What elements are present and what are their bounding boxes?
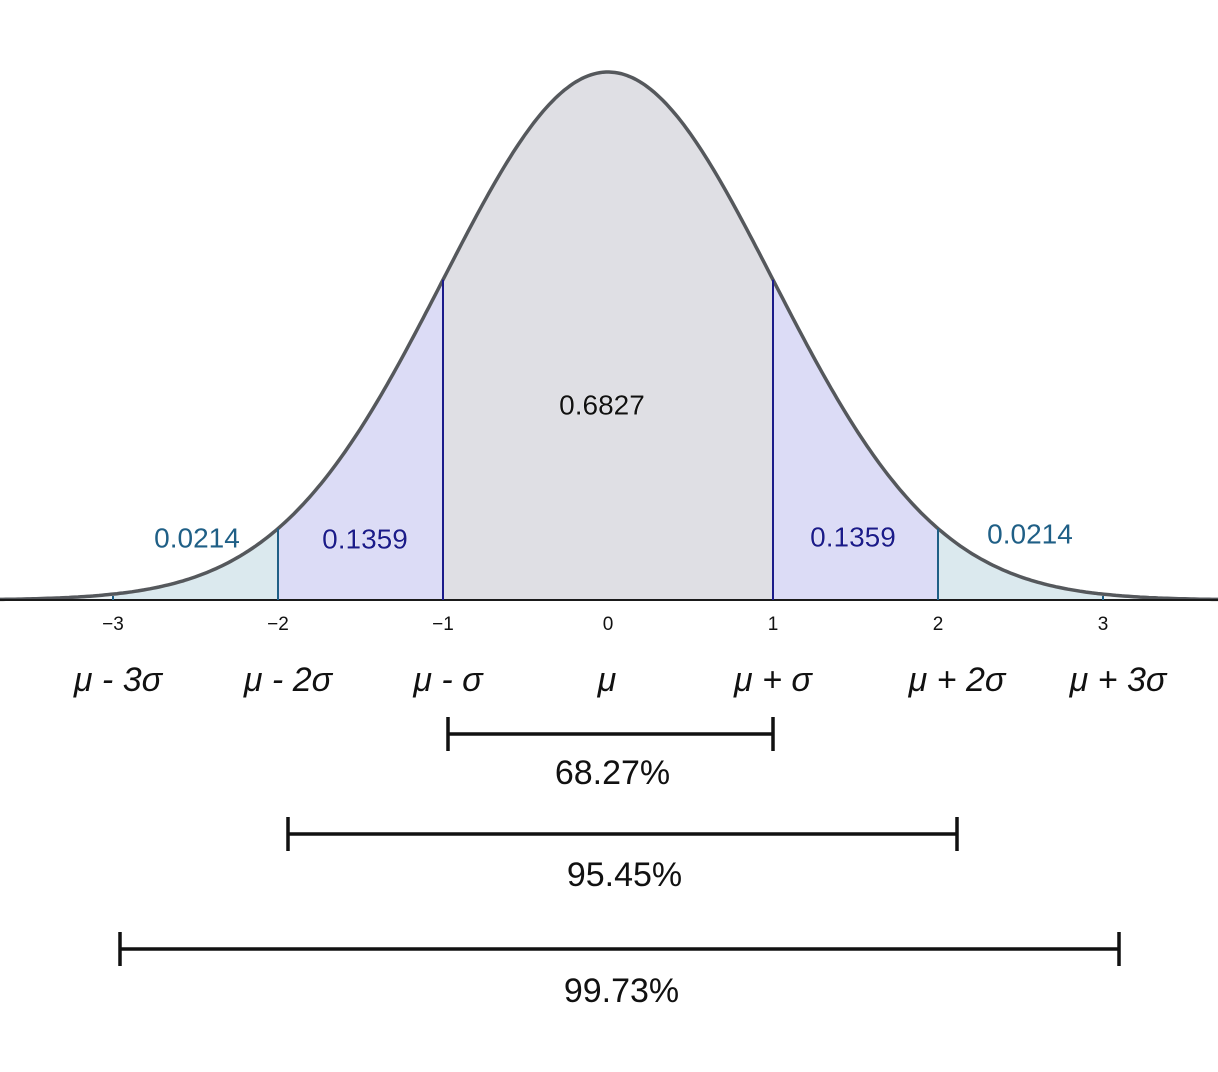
sigma-label: μ + σ	[733, 661, 813, 699]
x-tick-label: −3	[102, 614, 124, 635]
density-curve	[0, 70, 1218, 602]
x-tick-label: 2	[933, 614, 944, 635]
sigma-label: μ + 3σ	[1069, 661, 1168, 699]
tail-region	[0, 594, 113, 600]
range-label: 68.27%	[555, 754, 670, 792]
sigma-label: μ - 3σ	[73, 661, 164, 699]
x-tick-label: 0	[603, 614, 614, 635]
two-three-sigma-region	[938, 528, 1103, 600]
range-label: 95.45%	[567, 856, 682, 894]
two-three-sigma-region	[113, 528, 278, 600]
area-label: 0.1359	[322, 523, 408, 554]
range-label: 99.73%	[564, 972, 679, 1010]
central-region	[443, 72, 773, 600]
sigma-label: μ	[597, 661, 617, 699]
area-label: 0.0214	[987, 518, 1073, 549]
x-tick-label: −1	[432, 614, 454, 635]
area-label: 0.6827	[559, 389, 645, 420]
x-tick-label: 1	[768, 614, 779, 635]
sigma-label: μ + 2σ	[908, 661, 1007, 699]
area-label: 0.1359	[810, 521, 896, 552]
x-tick-label: 3	[1098, 614, 1109, 635]
sigma-label: μ - 2σ	[243, 661, 334, 699]
sigma-label: μ - σ	[412, 661, 484, 699]
tail-region	[1103, 594, 1218, 600]
area-label: 0.0214	[154, 522, 240, 553]
x-tick-label: −2	[267, 614, 289, 635]
